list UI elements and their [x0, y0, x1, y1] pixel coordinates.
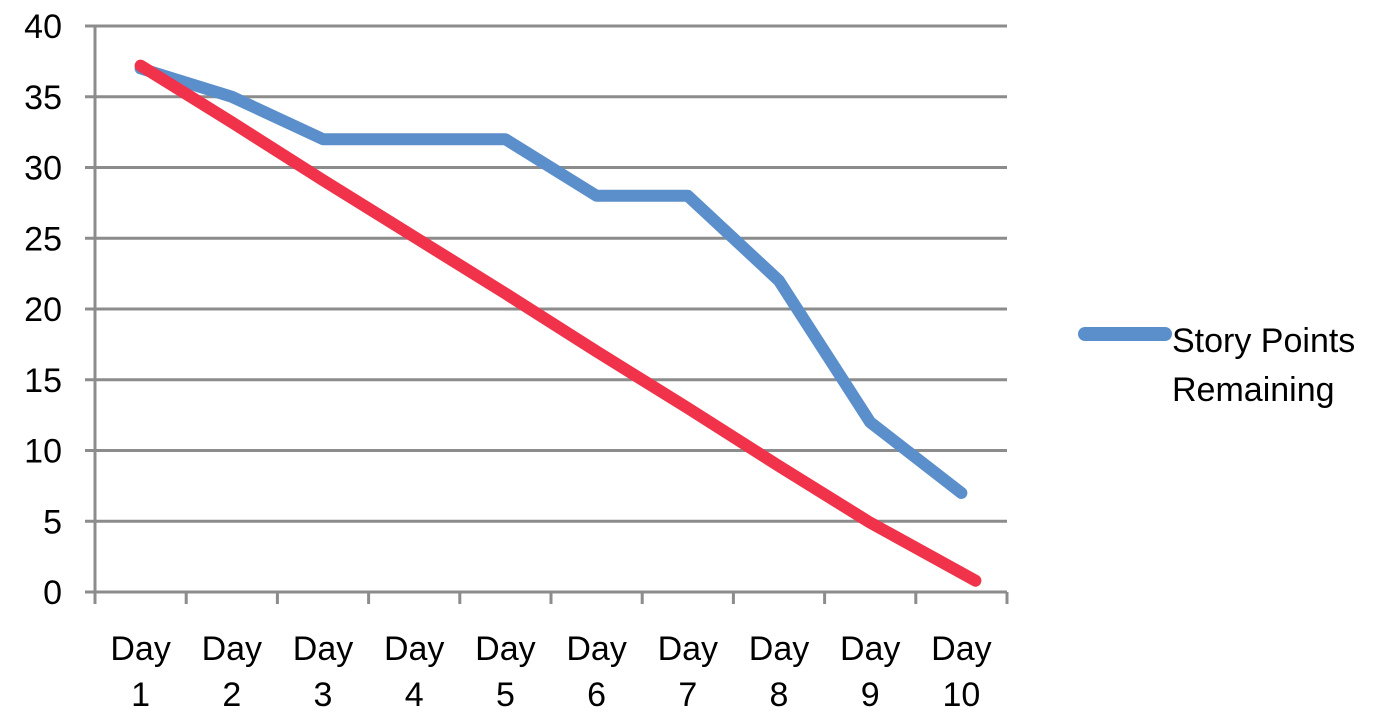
x-tick-label-line-1: Day	[202, 630, 262, 668]
y-tick-label: 0	[43, 574, 62, 612]
x-tick-label-line-2: 7	[678, 676, 697, 714]
legend-label-line-1: Story Points	[1172, 322, 1355, 360]
x-tick-label-line-2: 2	[222, 676, 241, 714]
data-point-ideal	[504, 292, 506, 294]
data-point-ideal	[869, 522, 871, 524]
x-tick-label-line-2: 9	[861, 676, 880, 714]
legend: Story Points Remaining	[1078, 322, 1355, 409]
y-tick-label: 30	[24, 150, 62, 188]
data-point-ideal	[687, 407, 689, 409]
data-point-ideal	[322, 179, 324, 181]
data-point-story-points-remaining	[413, 138, 415, 140]
data-point-ideal	[413, 236, 415, 238]
y-tick-label: 25	[24, 220, 62, 258]
y-tick-label: 10	[24, 433, 62, 471]
y-tick-label: 15	[24, 362, 62, 400]
data-point-story-points-remaining	[322, 138, 324, 140]
data-point-ideal	[596, 350, 598, 352]
data-point-story-points-remaining	[687, 195, 689, 197]
x-tick-label-line-2: 1	[131, 676, 150, 714]
x-tick-label-line-1: Day	[749, 630, 809, 668]
x-tick-label-line-1: Day	[384, 630, 444, 668]
x-tick-label-line-2: 4	[405, 676, 424, 714]
x-tick-label-line-2: 10	[942, 676, 980, 714]
axes	[85, 24, 1009, 604]
series-line-ideal	[134, 59, 982, 587]
x-tick-label-line-1: Day	[110, 630, 170, 668]
series-line-story-points-remaining	[134, 62, 968, 499]
data-point-ideal	[778, 465, 780, 467]
y-tick-label: 35	[24, 79, 62, 117]
data-point-story-points-remaining	[504, 138, 506, 140]
x-tick-label-line-2: 3	[314, 676, 333, 714]
data-point-story-points-remaining	[869, 421, 871, 423]
x-tick-label-line-1: Day	[475, 630, 535, 668]
series-lines	[134, 59, 982, 587]
data-point-ideal	[231, 121, 233, 123]
x-axis-tick-labels: Day 1 Day 2 Day 3 Day 4 Day 5 Day 6 Day 7 Day 8 Day 9 Day 1…	[110, 630, 991, 714]
x-tick-label-line-1: Day	[931, 630, 991, 668]
x-tick-label-line-1: Day	[566, 630, 626, 668]
data-point-ideal	[974, 580, 976, 582]
x-tick-label-line-2: 8	[770, 676, 789, 714]
data-point-story-points-remaining	[596, 195, 598, 197]
x-tick-label-line-1: Day	[840, 630, 900, 668]
x-tick-label-line-1: Day	[658, 630, 718, 668]
y-axis-tick-labels: 0 5 10 15 20 25 30 35 40	[24, 8, 62, 612]
x-tick-label-line-2: 6	[587, 676, 606, 714]
data-point-story-points-remaining	[778, 280, 780, 282]
x-tick-label-line-1: Day	[293, 630, 353, 668]
data-point-story-points-remaining	[231, 96, 233, 98]
y-tick-label: 5	[43, 503, 62, 541]
y-tick-label: 40	[24, 8, 62, 46]
data-point-ideal	[140, 65, 142, 67]
data-point-story-points-remaining	[960, 492, 962, 494]
x-tick-label-line-2: 5	[496, 676, 515, 714]
legend-label-line-2: Remaining	[1172, 371, 1335, 409]
y-tick-label: 20	[24, 291, 62, 329]
